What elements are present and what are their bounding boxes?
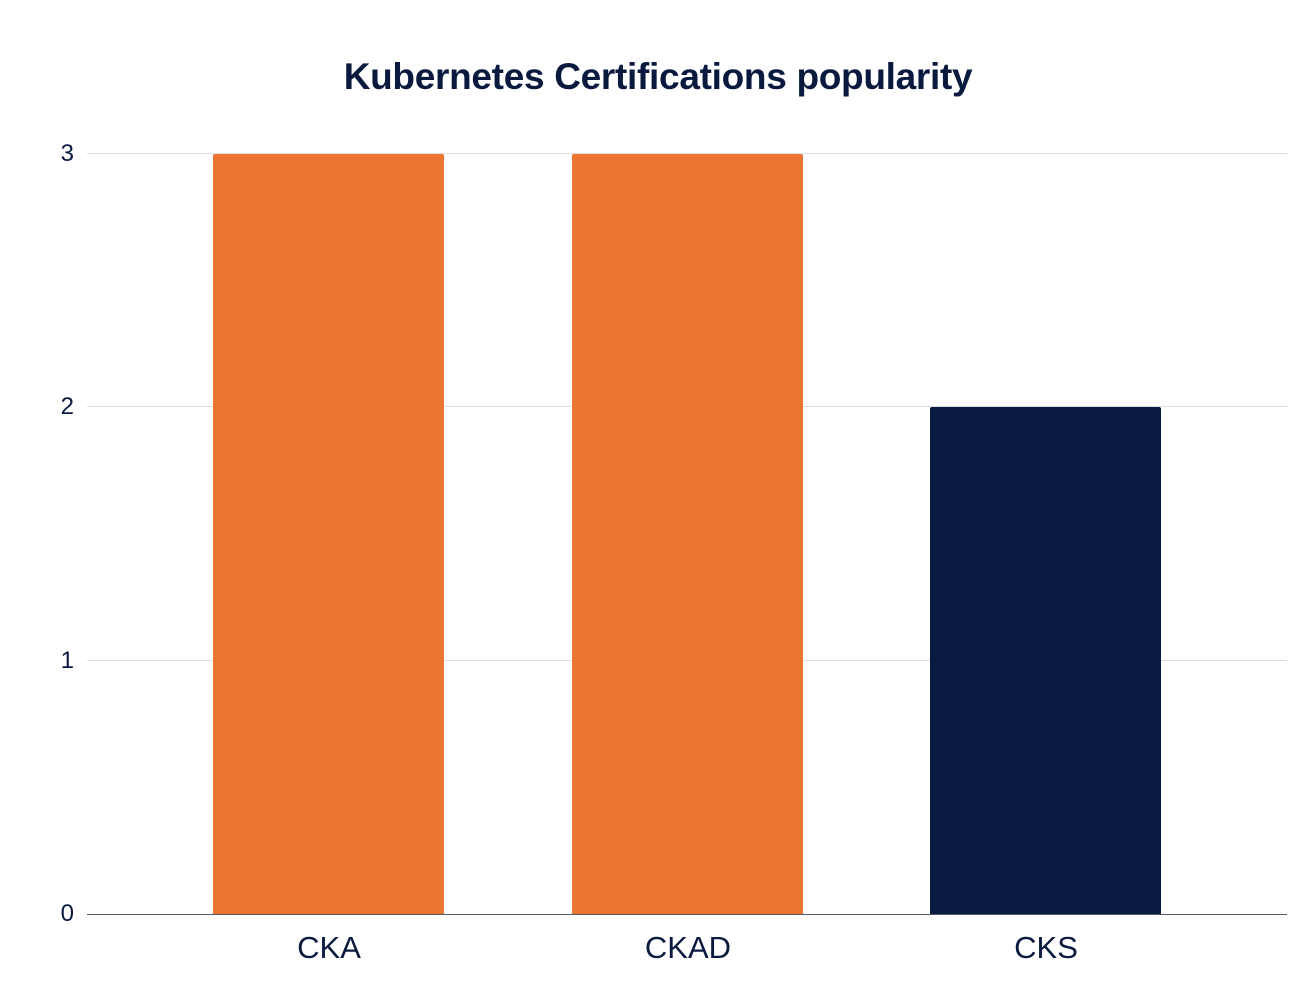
y-tick-label: 3 bbox=[60, 140, 74, 167]
x-axis-line bbox=[87, 914, 1287, 915]
x-tick-label: CKS bbox=[1014, 930, 1078, 965]
bar-ckad bbox=[572, 154, 803, 914]
y-tick-label: 1 bbox=[60, 647, 74, 674]
bar-cka bbox=[213, 154, 444, 914]
chart-title: Kubernetes Certifications popularity bbox=[343, 56, 973, 97]
x-tick-label: CKA bbox=[297, 930, 361, 965]
y-tick-label: 0 bbox=[60, 900, 74, 927]
bar-cks bbox=[930, 407, 1161, 914]
x-tick-label: CKAD bbox=[644, 930, 732, 965]
y-tick-label: 2 bbox=[60, 393, 74, 420]
gridline-3 bbox=[87, 153, 1287, 154]
